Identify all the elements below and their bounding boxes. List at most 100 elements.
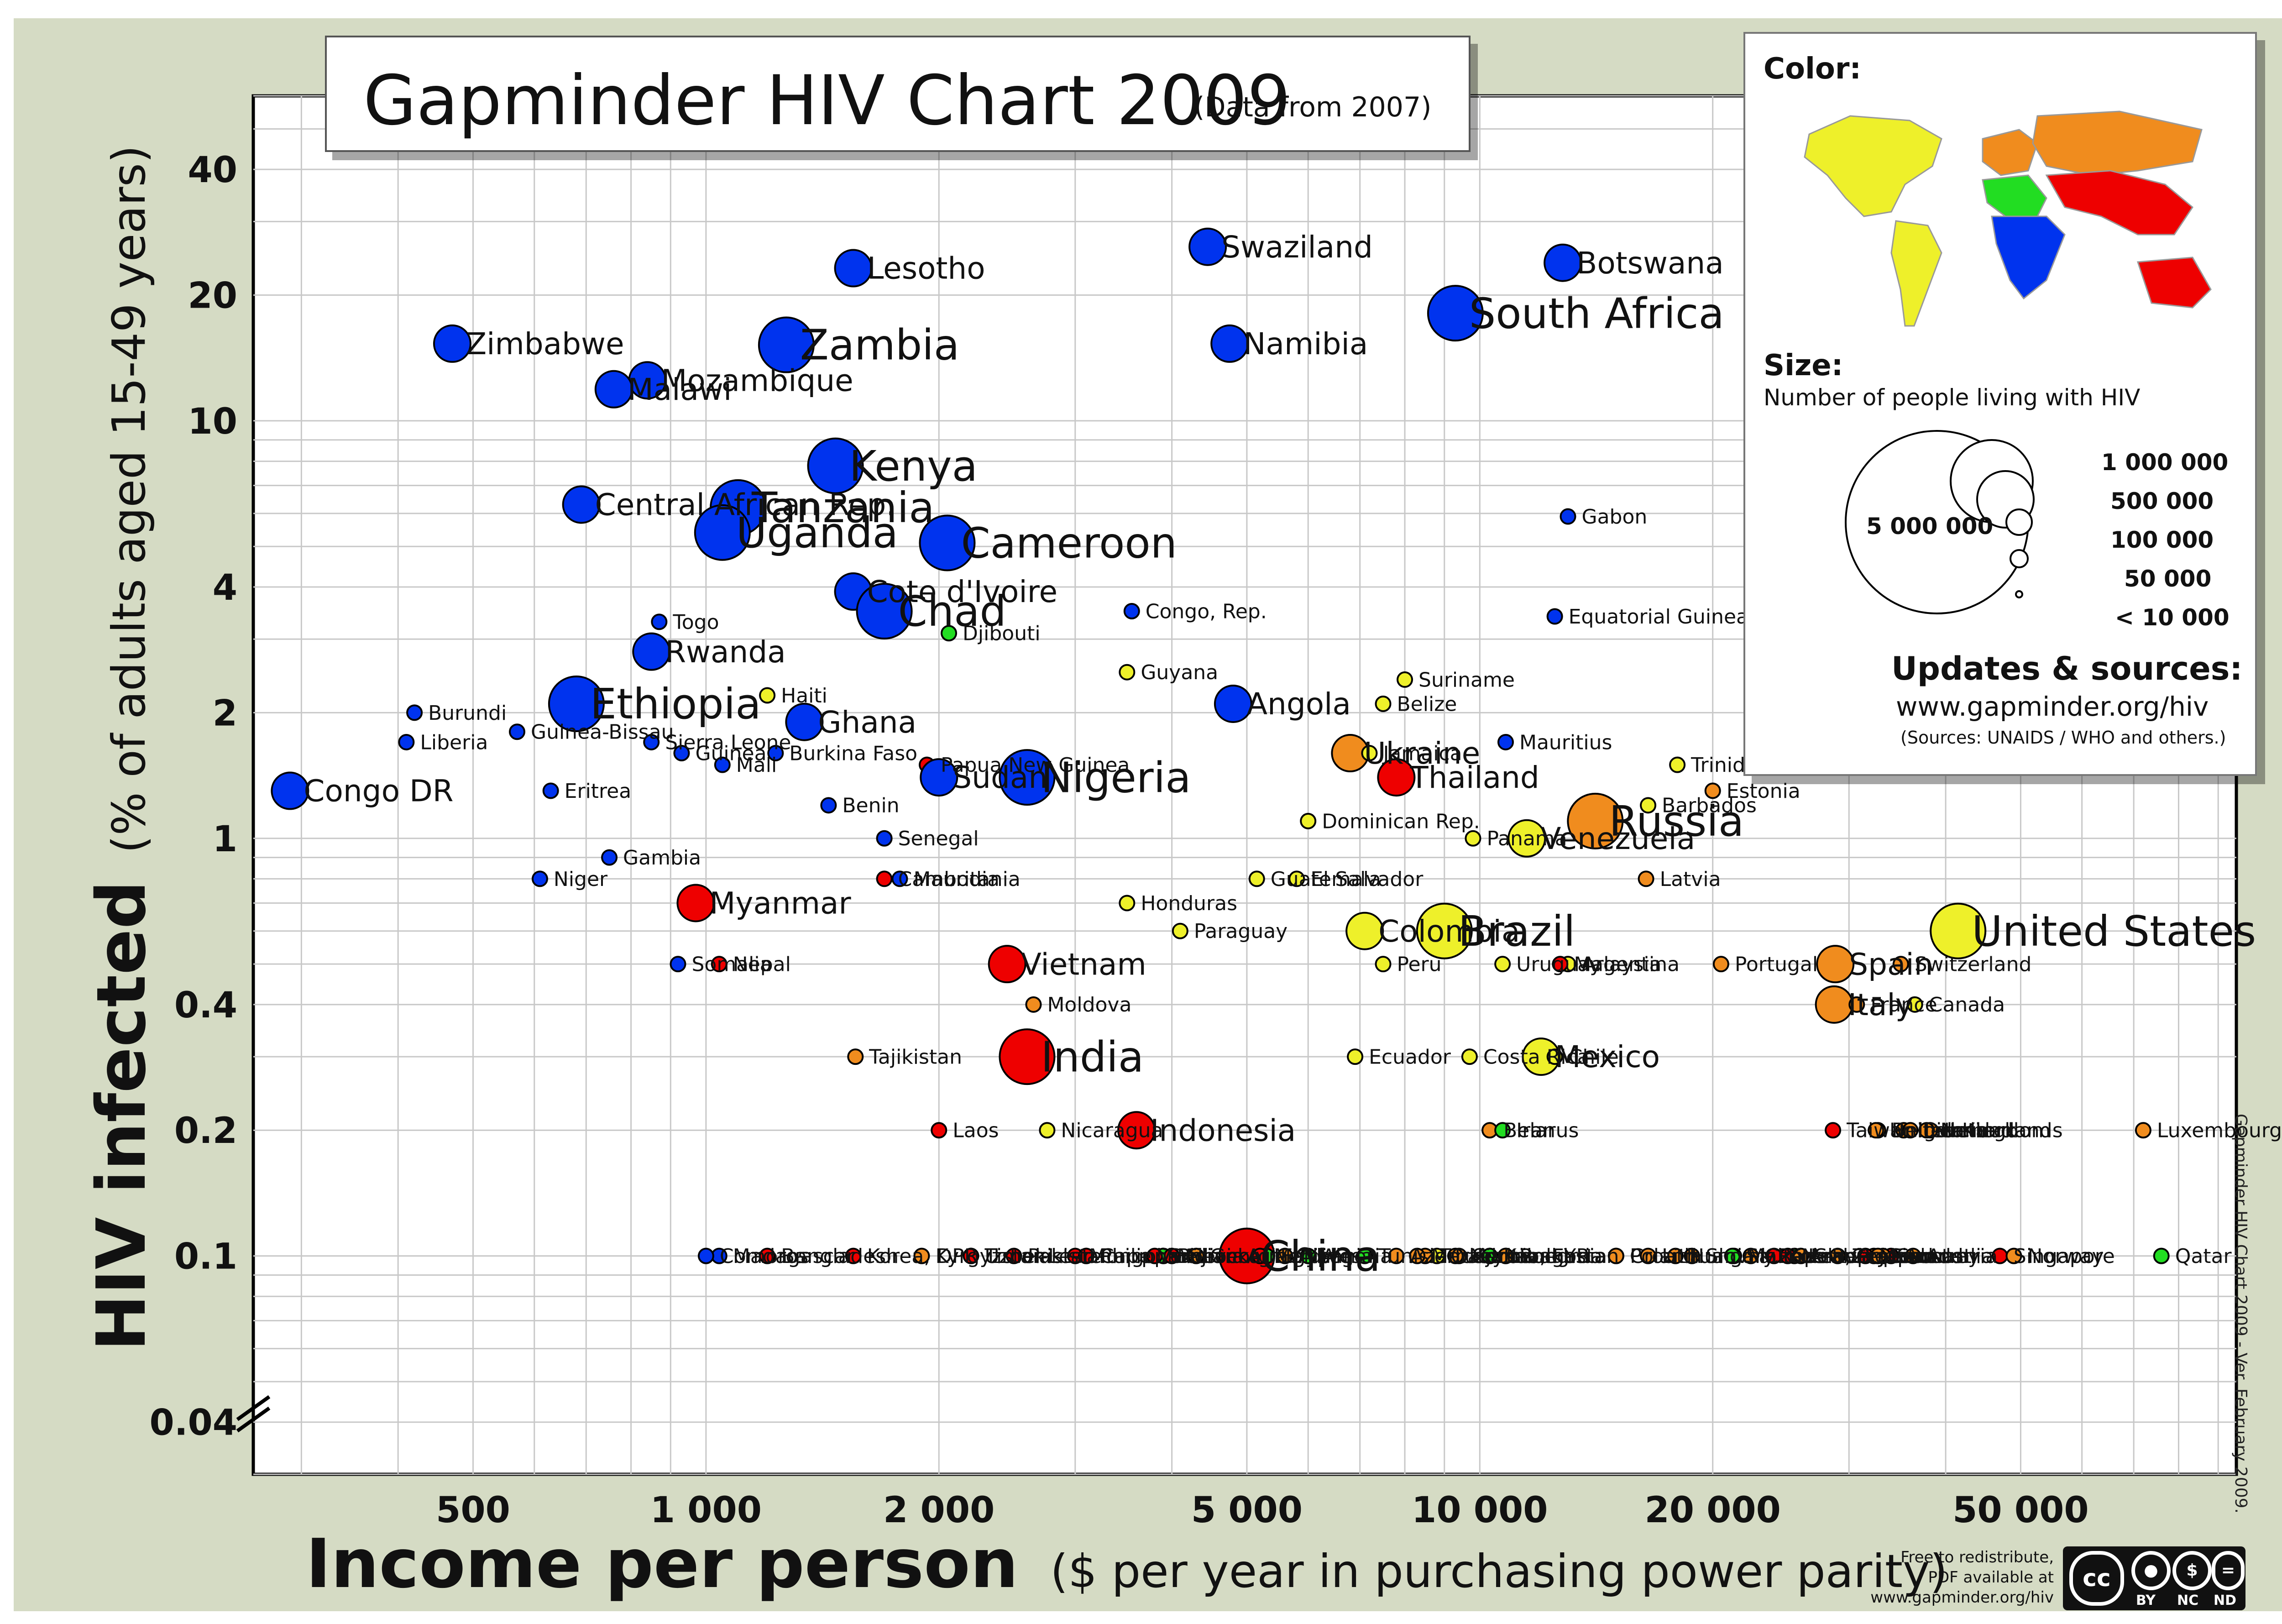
legend-size-label: < 10 000: [2115, 604, 2230, 631]
data-point: [2153, 1247, 2170, 1264]
point-label: Romania: [1519, 1245, 1607, 1268]
nc-icon: $: [2172, 1551, 2212, 1590]
x-axis-label: Income per person ($ per year in purchasi…: [306, 1524, 1947, 1603]
point-label: Mongolia: [1089, 1245, 1180, 1268]
point-label: Tanzania: [751, 483, 935, 532]
point-label: France: [1870, 993, 1937, 1016]
license-note: Free to redistribute, PDF available at w…: [1862, 1547, 2054, 1608]
data-point: [433, 324, 471, 363]
point-label: Burkina Faso: [789, 742, 917, 765]
point-label: Tajikistan: [869, 1046, 962, 1069]
point-label: Finland: [1892, 1245, 1963, 1268]
point-label: Qatar: [2175, 1245, 2232, 1268]
legend-size-label: 500 000: [2110, 488, 2214, 514]
data-point: [1560, 508, 1576, 525]
data-point: [1481, 1247, 1498, 1264]
axis-break-icon: [236, 1395, 271, 1433]
y-tick-label: 10: [188, 401, 237, 442]
data-point: [1005, 1247, 1022, 1264]
point-label: Georgia: [1210, 1245, 1289, 1268]
point-label: Belarus: [1503, 1119, 1579, 1142]
y-tick-label: 0.04: [150, 1403, 237, 1444]
point-label: Austria: [1927, 1245, 1998, 1268]
data-point: [531, 870, 548, 887]
point-label: Uganda: [736, 508, 898, 557]
y-tick-label: 20: [188, 276, 237, 317]
data-point: [1163, 1247, 1180, 1264]
data-point: [2005, 1247, 2022, 1264]
data-point: [1375, 695, 1392, 712]
point-label: Cameroon: [961, 519, 1177, 568]
data-point: [1640, 1247, 1657, 1264]
point-label: Korea, DPR: [867, 1245, 979, 1268]
data-point: [1188, 1247, 1204, 1264]
legend-size-label: 5 000 000: [1866, 513, 1994, 540]
data-point: [1552, 956, 1569, 973]
point-label: Slovenia: [1815, 1245, 1900, 1268]
point-label: Benin: [842, 794, 899, 817]
point-label: Laos: [953, 1119, 999, 1142]
point-label: Sri Lanka: [1168, 1245, 1261, 1268]
y-tick-label: 0.4: [174, 985, 237, 1026]
point-label: Uruguay: [1516, 953, 1602, 976]
point-label: Luxembourg: [2157, 1119, 2282, 1142]
y-tick-label: 2: [213, 693, 237, 734]
data-point: [1388, 1247, 1405, 1264]
data-point: [988, 945, 1026, 984]
data-point: [1684, 1247, 1701, 1264]
point-label: Poland: [1630, 1245, 1697, 1268]
axis-ticks: 500 1 000 2 000 5 000 10 000 20 000 50 0004020…: [150, 150, 2089, 1531]
point-label: Saudi Arabia: [1746, 1245, 1874, 1268]
data-point: [1494, 1122, 1511, 1139]
data-point: [1416, 902, 1473, 959]
point-label: Namibia: [1243, 326, 1368, 361]
point-label: Czech Rep.: [1764, 1245, 1876, 1268]
data-point: [632, 632, 671, 671]
point-label: Peru: [1397, 953, 1441, 976]
data-point: [1248, 870, 1265, 887]
point-label: United States: [1972, 907, 2256, 956]
point-label: Somalia: [691, 953, 772, 976]
data-point: [714, 756, 731, 773]
point-label: Lebanon: [1503, 1245, 1589, 1268]
nc-label: NC: [2177, 1593, 2199, 1608]
by-icon: ●: [2131, 1551, 2171, 1590]
point-label: Mozambique: [661, 363, 853, 398]
point-label: Cote d'Ivoire: [867, 574, 1057, 609]
point-label: Taiwan: [1846, 1119, 1915, 1142]
data-point: [1119, 664, 1136, 681]
point-label: Zambia: [800, 321, 959, 370]
data-point: [1712, 956, 1729, 973]
data-point: [1743, 1247, 1759, 1264]
point-label: Korea, Rep.: [1788, 1245, 1902, 1268]
point-label: Ghana: [818, 705, 916, 740]
data-point: [1930, 902, 1987, 959]
data-point: [1447, 1247, 1464, 1264]
data-point: [1214, 684, 1252, 723]
point-label: Israel: [1808, 1245, 1863, 1268]
chart-title: Gapminder HIV Chart 2009: [363, 61, 1291, 141]
point-label: Guinea: [695, 742, 766, 765]
point-label: Chad: [898, 587, 1006, 636]
data-point: [963, 1247, 979, 1264]
point-label: Malawi: [628, 372, 732, 407]
data-point: [1497, 733, 1514, 750]
data-point: [694, 504, 751, 561]
legend-size-title: Size:: [1764, 349, 1843, 382]
point-label: Iran: [1516, 1119, 1555, 1142]
cc-license-badge[interactable]: cc ● $ = BY NC ND: [2063, 1546, 2245, 1610]
license-link[interactable]: www.gapminder.org/hiv: [1870, 1588, 2054, 1607]
x-tick-label: 500: [436, 1490, 510, 1531]
size-legend-circles: [1845, 430, 2035, 614]
data-point: [398, 733, 415, 750]
updates-link[interactable]: www.gapminder.org/hiv: [1896, 691, 2209, 722]
data-point: [1918, 1122, 1935, 1139]
data-point: [1078, 1247, 1094, 1264]
point-label: Venezuela: [1540, 821, 1695, 856]
point-label: Botswana: [1576, 246, 1724, 281]
data-point: [1347, 1048, 1364, 1065]
point-label: Spain: [1849, 947, 1933, 982]
data-point: [1039, 1122, 1056, 1139]
data-point: [1397, 671, 1413, 688]
